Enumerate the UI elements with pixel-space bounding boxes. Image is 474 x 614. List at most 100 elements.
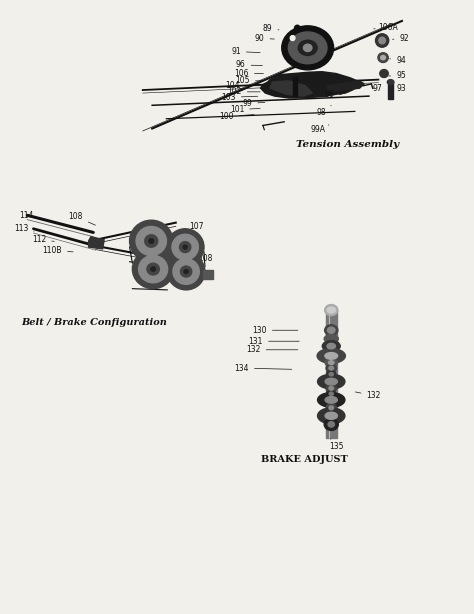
Text: 132: 132: [355, 391, 381, 400]
Ellipse shape: [329, 386, 334, 391]
Text: Belt / Brake Configuration: Belt / Brake Configuration: [21, 318, 167, 327]
Ellipse shape: [183, 245, 187, 249]
Ellipse shape: [290, 36, 295, 41]
Ellipse shape: [329, 373, 333, 376]
Text: 131: 131: [249, 336, 299, 346]
Ellipse shape: [166, 229, 204, 265]
Ellipse shape: [282, 26, 334, 70]
Ellipse shape: [317, 349, 346, 363]
Ellipse shape: [294, 25, 300, 31]
Text: 113: 113: [14, 224, 34, 233]
Ellipse shape: [287, 33, 298, 43]
Text: 108: 108: [69, 212, 95, 225]
Polygon shape: [261, 72, 359, 98]
Text: 134: 134: [235, 363, 292, 373]
Ellipse shape: [329, 366, 334, 370]
Text: 106A: 106A: [374, 23, 398, 31]
Polygon shape: [327, 81, 364, 92]
Ellipse shape: [326, 403, 337, 412]
Ellipse shape: [322, 341, 340, 352]
Text: 108: 108: [190, 254, 212, 263]
Ellipse shape: [318, 375, 345, 389]
Text: BRAKE ADJUST: BRAKE ADJUST: [261, 455, 347, 464]
Text: 96: 96: [236, 60, 263, 69]
Ellipse shape: [325, 412, 337, 419]
Text: 90: 90: [255, 34, 274, 42]
Ellipse shape: [298, 40, 317, 55]
Ellipse shape: [147, 263, 159, 275]
Text: 105: 105: [236, 76, 264, 85]
Text: 114: 114: [18, 211, 40, 220]
Polygon shape: [270, 81, 312, 96]
Ellipse shape: [381, 55, 385, 60]
Ellipse shape: [149, 239, 154, 243]
Text: 130: 130: [252, 325, 298, 335]
Text: 100: 100: [219, 112, 254, 121]
Ellipse shape: [136, 227, 166, 255]
Ellipse shape: [325, 397, 337, 403]
Text: 95: 95: [389, 71, 406, 80]
Ellipse shape: [181, 266, 192, 277]
Bar: [132, 239, 211, 286]
Text: 99: 99: [243, 99, 265, 108]
Text: 101: 101: [230, 105, 260, 114]
Polygon shape: [89, 237, 104, 249]
Text: 110B: 110B: [43, 246, 73, 255]
Ellipse shape: [172, 235, 198, 260]
Text: 110A: 110A: [174, 236, 202, 246]
Text: 91: 91: [231, 47, 260, 56]
Ellipse shape: [327, 390, 336, 397]
Text: 107: 107: [173, 222, 204, 233]
Ellipse shape: [327, 371, 336, 378]
Ellipse shape: [326, 364, 337, 373]
Text: 92: 92: [392, 34, 409, 42]
Ellipse shape: [145, 235, 158, 247]
Ellipse shape: [328, 360, 334, 365]
Bar: [203, 270, 213, 279]
Ellipse shape: [325, 378, 337, 385]
Text: 96: 96: [324, 90, 342, 99]
Ellipse shape: [380, 69, 388, 77]
Text: 94: 94: [390, 55, 406, 64]
Ellipse shape: [173, 258, 199, 284]
Ellipse shape: [327, 307, 336, 313]
Ellipse shape: [329, 392, 333, 395]
Text: 109: 109: [191, 271, 215, 280]
Ellipse shape: [318, 392, 345, 407]
Text: 132: 132: [246, 345, 298, 354]
Ellipse shape: [379, 37, 385, 44]
Ellipse shape: [129, 220, 173, 262]
Text: 98: 98: [316, 105, 331, 117]
Bar: [326, 310, 337, 438]
Ellipse shape: [327, 343, 336, 349]
Text: 106: 106: [235, 69, 264, 78]
Ellipse shape: [387, 80, 394, 85]
Ellipse shape: [325, 352, 337, 359]
Ellipse shape: [378, 53, 388, 63]
Text: 112: 112: [32, 235, 54, 244]
Text: 89: 89: [263, 25, 279, 33]
Ellipse shape: [167, 253, 205, 290]
Ellipse shape: [375, 34, 389, 47]
Ellipse shape: [288, 32, 327, 64]
Text: 102: 102: [228, 87, 260, 96]
Ellipse shape: [328, 327, 335, 333]
Ellipse shape: [324, 418, 338, 430]
Ellipse shape: [329, 406, 334, 410]
Ellipse shape: [326, 384, 337, 392]
Text: 93: 93: [392, 84, 406, 93]
Text: 99A: 99A: [310, 125, 329, 134]
Text: Tension Assembly: Tension Assembly: [296, 140, 400, 149]
Ellipse shape: [138, 255, 168, 283]
Ellipse shape: [318, 408, 345, 424]
Ellipse shape: [184, 270, 188, 274]
Ellipse shape: [325, 359, 337, 367]
Ellipse shape: [151, 267, 155, 271]
Text: 135: 135: [328, 438, 343, 451]
Ellipse shape: [325, 325, 338, 336]
Ellipse shape: [132, 249, 174, 289]
Ellipse shape: [303, 44, 312, 52]
Ellipse shape: [328, 422, 335, 427]
Ellipse shape: [325, 305, 338, 316]
Text: 97: 97: [373, 84, 383, 93]
